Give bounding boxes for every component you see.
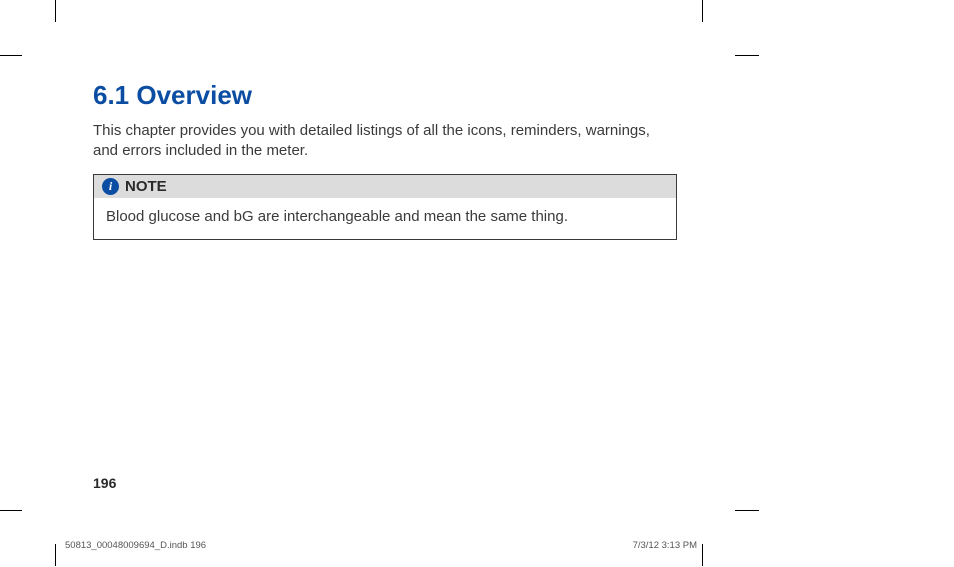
crop-mark [735,55,759,56]
crop-mark [55,544,56,566]
intro-paragraph: This chapter provides you with detailed … [93,121,677,162]
crop-mark [735,510,759,511]
crop-mark [0,55,22,56]
page-content: 6.1 Overview This chapter provides you w… [93,80,677,240]
footer-filename: 50813_00048009694_D.indb 196 [65,540,206,551]
note-box: i NOTE Blood glucose and bG are intercha… [93,174,677,240]
note-label: NOTE [125,178,167,195]
page-number: 196 [93,475,116,491]
footer-timestamp: 7/3/12 3:13 PM [633,540,697,551]
note-body: Blood glucose and bG are interchangeable… [94,198,676,239]
note-header: i NOTE [94,175,676,198]
section-heading: 6.1 Overview [93,80,677,111]
crop-mark [0,510,22,511]
crop-mark [702,544,703,566]
print-footer: 50813_00048009694_D.indb 196 7/3/12 3:13… [65,540,697,551]
info-icon: i [102,178,119,195]
crop-mark [702,0,703,22]
crop-mark [55,0,56,22]
